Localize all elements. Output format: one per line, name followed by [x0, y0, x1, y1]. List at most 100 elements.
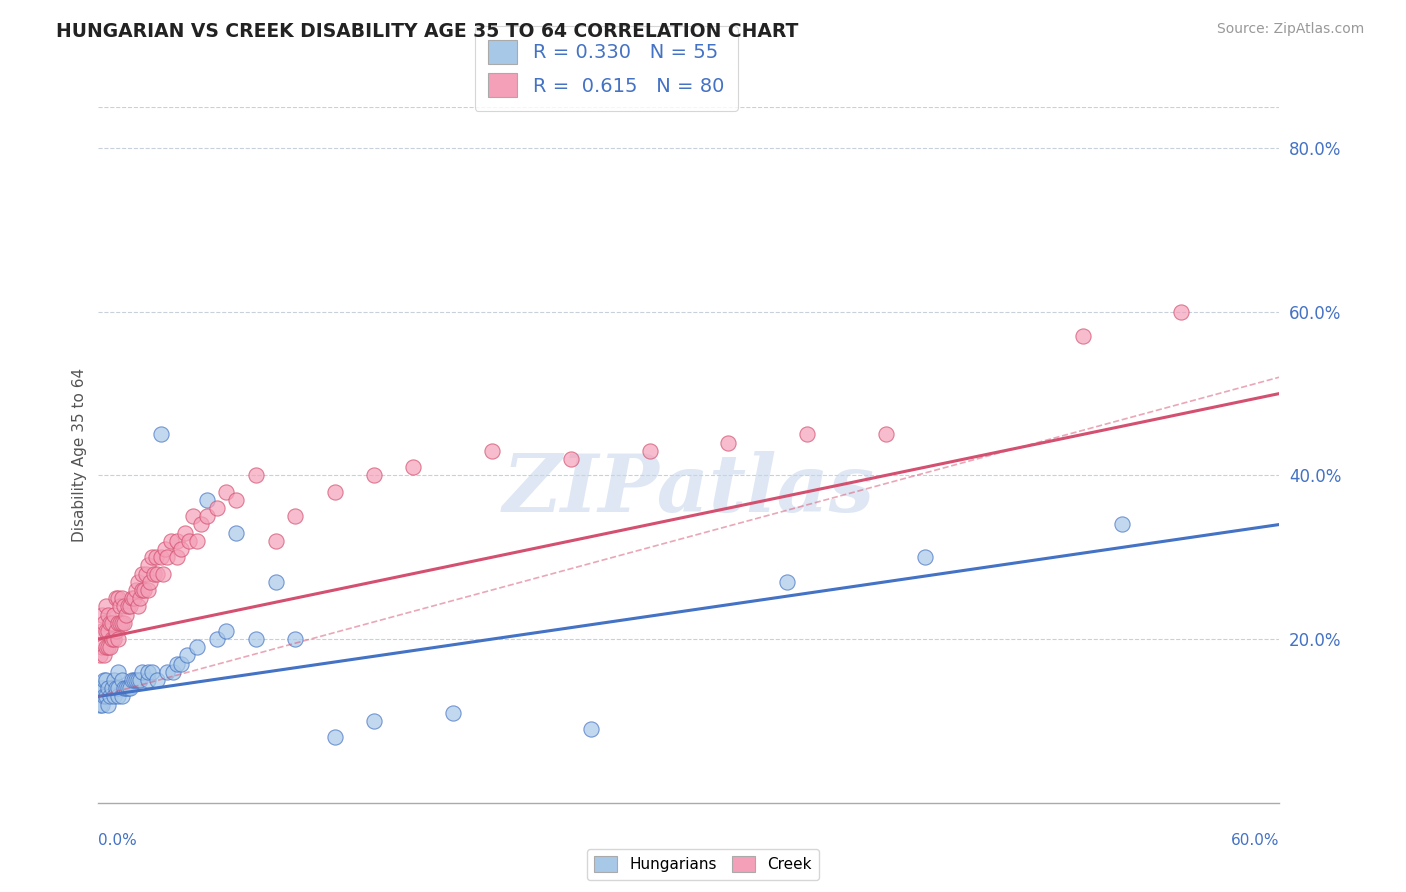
Point	[150, 550, 173, 565]
Text: Source: ZipAtlas.com: Source: ZipAtlas.com	[1216, 22, 1364, 37]
Point	[97, 624, 120, 638]
Point	[101, 632, 124, 646]
Point	[115, 681, 138, 696]
Point	[141, 665, 163, 679]
Point	[914, 550, 936, 565]
Point	[245, 468, 267, 483]
Point	[117, 599, 139, 614]
Point	[97, 640, 120, 655]
Point	[105, 681, 128, 696]
Point	[136, 582, 159, 597]
Point	[105, 591, 128, 606]
Point	[98, 615, 121, 630]
Point	[560, 452, 582, 467]
Point	[118, 599, 141, 614]
Legend: Hungarians, Creek: Hungarians, Creek	[586, 848, 820, 880]
Point	[127, 673, 149, 687]
Point	[89, 681, 111, 696]
Point	[156, 665, 179, 679]
Point	[186, 640, 208, 655]
Point	[875, 427, 897, 442]
Point	[176, 648, 198, 663]
Point	[107, 681, 129, 696]
Point	[155, 542, 177, 557]
Point	[96, 673, 118, 687]
Point	[138, 574, 160, 589]
Point	[363, 468, 385, 483]
Point	[215, 484, 238, 499]
Point	[89, 648, 111, 663]
Point	[264, 574, 287, 589]
Point	[107, 690, 129, 704]
Point	[112, 599, 135, 614]
Point	[127, 574, 149, 589]
Point	[93, 648, 115, 663]
Point	[101, 615, 124, 630]
Point	[111, 690, 134, 704]
Point	[91, 607, 114, 622]
Point	[131, 665, 153, 679]
Point	[128, 673, 150, 687]
Point	[776, 574, 799, 589]
Point	[111, 615, 134, 630]
Point	[107, 591, 129, 606]
Point	[103, 632, 125, 646]
Point	[91, 698, 114, 712]
Point	[146, 566, 169, 581]
Point	[128, 591, 150, 606]
Point	[1071, 329, 1094, 343]
Point	[205, 632, 228, 646]
Point	[135, 566, 157, 581]
Point	[441, 706, 464, 720]
Point	[284, 632, 307, 646]
Point	[166, 657, 188, 671]
Point	[127, 599, 149, 614]
Point	[181, 509, 204, 524]
Point	[91, 640, 114, 655]
Point	[93, 673, 115, 687]
Point	[146, 673, 169, 687]
Point	[166, 533, 188, 548]
Point	[323, 484, 346, 499]
Point	[108, 615, 131, 630]
Point	[101, 681, 124, 696]
Point	[112, 615, 135, 630]
Point	[122, 673, 145, 687]
Point	[264, 533, 287, 548]
Point	[93, 615, 115, 630]
Point	[111, 591, 134, 606]
Text: 0.0%: 0.0%	[98, 832, 138, 847]
Point	[93, 690, 115, 704]
Point	[162, 665, 184, 679]
Point	[174, 525, 197, 540]
Text: HUNGARIAN VS CREEK DISABILITY AGE 35 TO 64 CORRELATION CHART: HUNGARIAN VS CREEK DISABILITY AGE 35 TO …	[56, 22, 799, 41]
Point	[91, 624, 114, 638]
Point	[1111, 517, 1133, 532]
Legend: R = 0.330   N = 55, R =  0.615   N = 80: R = 0.330 N = 55, R = 0.615 N = 80	[475, 26, 738, 111]
Point	[117, 681, 139, 696]
Point	[170, 657, 193, 671]
Text: ZIPatlas: ZIPatlas	[503, 451, 875, 528]
Point	[323, 731, 346, 745]
Point	[112, 681, 135, 696]
Point	[205, 501, 228, 516]
Point	[96, 624, 118, 638]
Point	[170, 542, 193, 557]
Point	[98, 690, 121, 704]
Point	[103, 690, 125, 704]
Point	[152, 566, 174, 581]
Point	[96, 640, 118, 655]
Point	[136, 673, 159, 687]
Point	[141, 550, 163, 565]
Point	[245, 632, 267, 646]
Point	[186, 533, 208, 548]
Point	[107, 615, 129, 630]
Point	[105, 624, 128, 638]
Point	[215, 624, 238, 638]
Point	[125, 582, 148, 597]
Point	[142, 566, 165, 581]
Point	[121, 591, 143, 606]
Point	[107, 632, 129, 646]
Point	[97, 607, 120, 622]
Point	[195, 509, 218, 524]
